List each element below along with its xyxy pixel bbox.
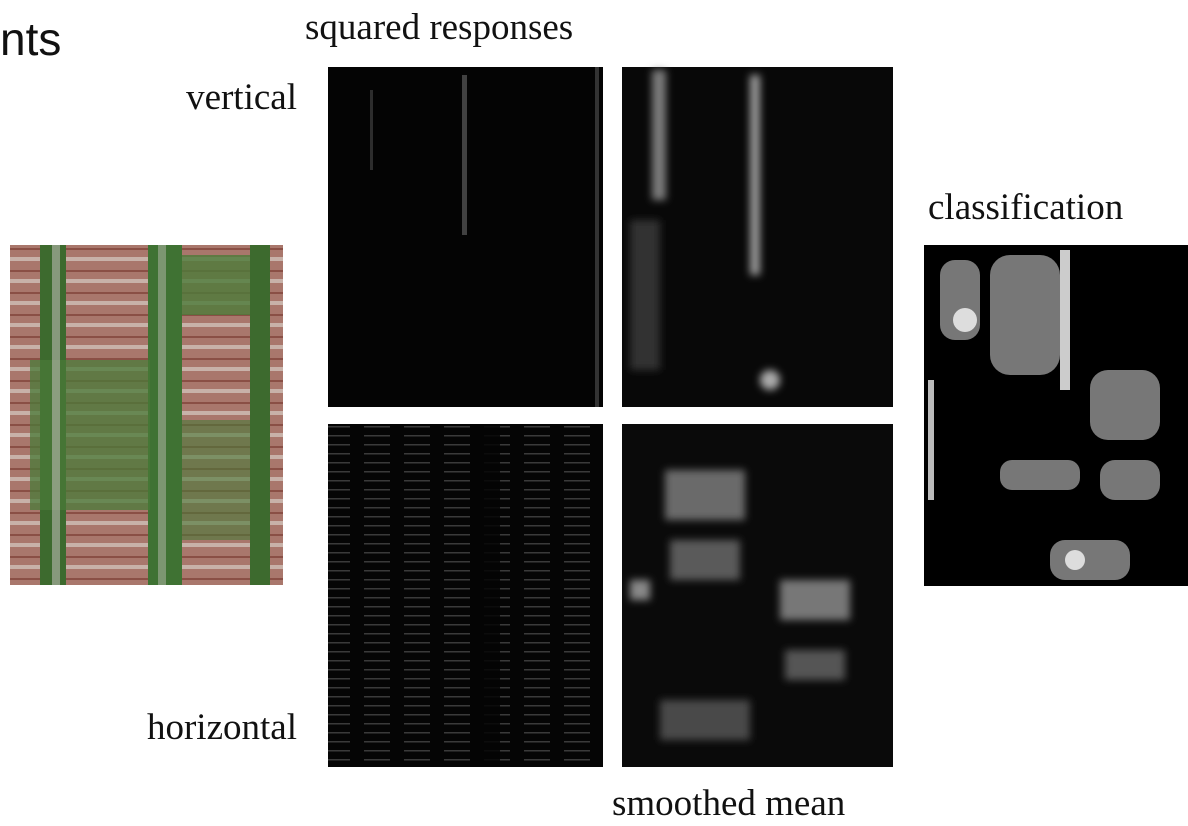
image-classification: [924, 245, 1188, 586]
image-smoothed-vertical: [622, 67, 893, 407]
slide-title: nts: [0, 12, 61, 66]
row-label: vertical: [186, 76, 297, 119]
result-label: classification: [928, 186, 1123, 229]
image-squared-horizontal: [328, 424, 603, 767]
image-smoothed-horizontal: [622, 424, 893, 767]
photo: [10, 245, 283, 585]
slide: nts squared responses vertical horizonta…: [0, 0, 1188, 826]
image-squared-vertical: [328, 67, 603, 407]
figure: [0, 0, 1188, 826]
column-label: squared responses: [305, 6, 573, 49]
row-label: horizontal: [147, 706, 297, 749]
column-label: smoothed mean: [612, 782, 845, 825]
